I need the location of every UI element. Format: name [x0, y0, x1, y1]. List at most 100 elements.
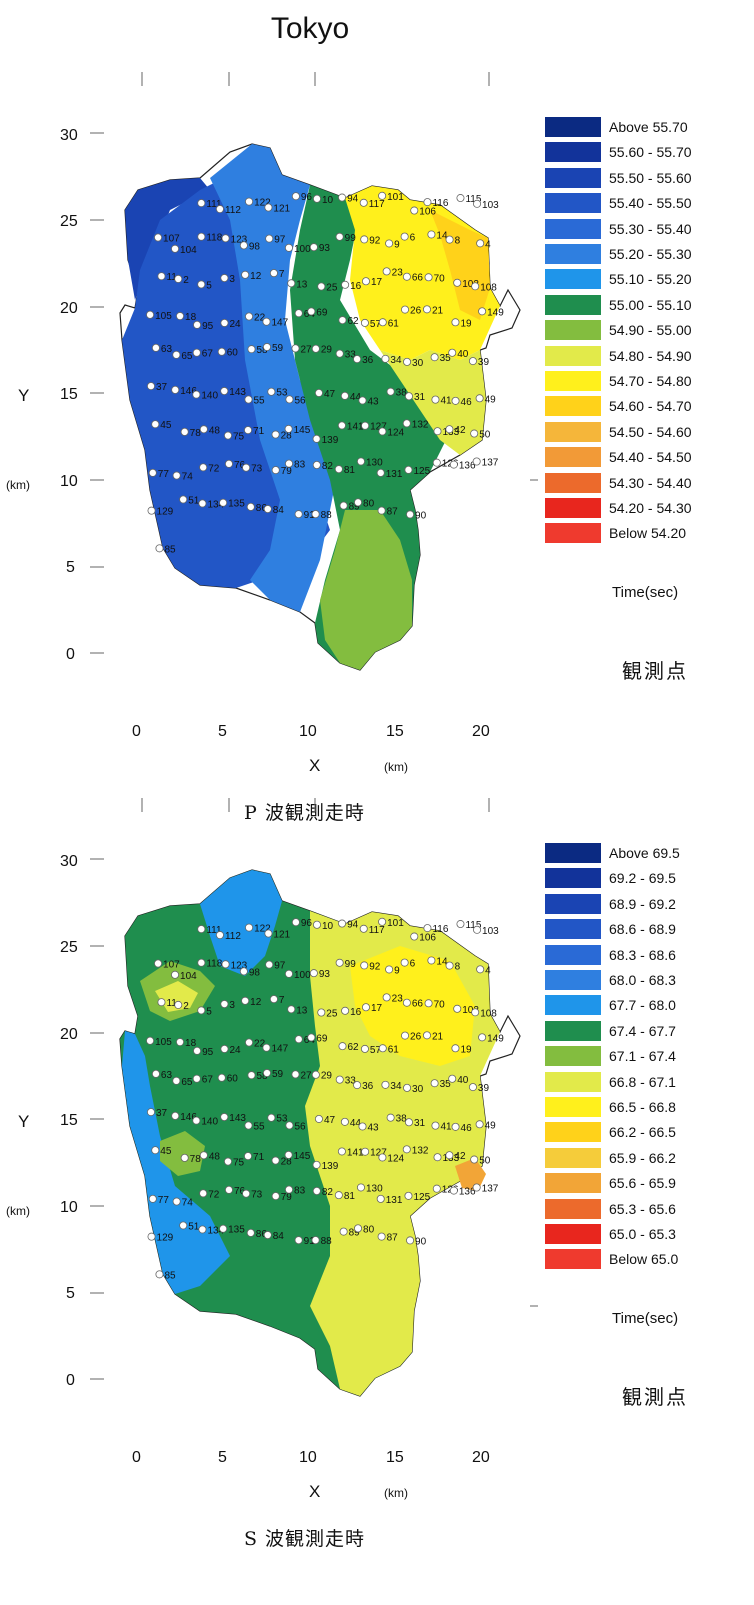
station-number: 34 — [390, 355, 402, 366]
station-number: 44 — [350, 392, 362, 403]
station-marker — [340, 391, 349, 400]
station-number: 38 — [396, 1114, 408, 1125]
station-number: 40 — [457, 1075, 469, 1086]
station-marker — [360, 961, 369, 970]
station-marker — [239, 967, 248, 976]
station-number: 55 — [253, 395, 265, 406]
station-number: 83 — [294, 1186, 306, 1197]
station-marker — [147, 1232, 156, 1241]
station-marker — [269, 269, 278, 278]
station-marker — [478, 307, 487, 316]
station-marker — [360, 318, 369, 327]
station-marker — [376, 468, 385, 477]
station-marker — [199, 425, 208, 434]
station-number: 40 — [457, 349, 469, 360]
contour-zone-light-green — [320, 510, 412, 670]
station-number: 30 — [412, 1084, 424, 1095]
station-marker — [471, 1008, 480, 1017]
station-marker — [361, 1003, 370, 1012]
station-number: 143 — [229, 1113, 246, 1124]
station-marker — [401, 1031, 410, 1040]
y-axis-unit: (km) — [6, 1204, 30, 1218]
legend-entry: 68.0 - 68.3 — [545, 970, 745, 991]
legend-label: 69.2 - 69.5 — [609, 870, 676, 887]
station-marker — [245, 197, 254, 206]
station-marker — [378, 427, 387, 436]
station-number: 50 — [479, 1156, 491, 1167]
station-marker — [472, 1183, 481, 1192]
x-tick: 0 — [132, 723, 141, 740]
station-number: 80 — [363, 1224, 375, 1235]
station-marker — [154, 959, 163, 968]
station-marker — [445, 1151, 454, 1160]
station-marker — [468, 357, 477, 366]
station-marker — [242, 463, 251, 472]
station-marker — [197, 232, 206, 241]
x-tick: 15 — [386, 1449, 404, 1466]
legend-swatch — [545, 843, 601, 863]
station-number: 53 — [276, 1114, 288, 1125]
station-marker — [312, 194, 321, 203]
station-number: 70 — [434, 999, 446, 1010]
station-marker — [359, 924, 368, 933]
station-number: 47 — [324, 1115, 336, 1126]
station-marker — [338, 919, 347, 928]
station-marker — [311, 510, 320, 519]
station-number: 29 — [321, 345, 333, 356]
legend-swatch — [545, 1097, 601, 1117]
legend-swatch — [545, 523, 601, 544]
station-marker — [385, 239, 394, 248]
station-marker — [221, 234, 230, 243]
station-marker — [478, 1033, 487, 1042]
legend-entry: 65.3 - 65.6 — [545, 1198, 745, 1220]
station-marker — [334, 465, 343, 474]
station-number: 149 — [487, 1033, 504, 1044]
station-number: 48 — [209, 1151, 221, 1162]
station-number: 137 — [482, 458, 499, 469]
station-number: 85 — [164, 1270, 176, 1281]
time-label: Time(sec) — [612, 584, 679, 601]
station-number: 66 — [412, 999, 424, 1010]
station-number: 135 — [228, 499, 245, 510]
legend-entry: 66.8 - 67.1 — [545, 1071, 745, 1093]
y-tick: 25 — [60, 213, 78, 230]
legend-swatch — [545, 1173, 601, 1194]
station-marker — [262, 317, 271, 326]
station-marker — [456, 194, 465, 203]
legend-entry: 54.90 - 55.00 — [545, 320, 745, 341]
legend-entry: 54.60 - 54.70 — [545, 396, 745, 417]
station-number: 77 — [158, 1195, 170, 1206]
legend-entry: 55.50 - 55.60 — [545, 167, 745, 189]
station-marker — [476, 965, 485, 974]
station-marker — [220, 1000, 229, 1009]
station-marker — [335, 232, 344, 241]
station-marker — [271, 430, 280, 439]
station-marker — [311, 1070, 320, 1079]
station-number: 105 — [155, 311, 172, 322]
station-marker — [309, 243, 318, 252]
legend-entry: 66.5 - 66.8 — [545, 1097, 745, 1118]
legend-entry: Above 69.5 — [545, 843, 745, 864]
station-marker — [179, 1221, 188, 1230]
station-number: 103 — [482, 200, 499, 211]
station-number: 65 — [181, 1077, 193, 1088]
contour-zone-yellow-bright — [350, 946, 475, 1066]
legend-swatch — [545, 1198, 601, 1219]
station-number: 130 — [366, 1183, 383, 1194]
station-number: 127 — [370, 422, 387, 433]
station-number: 66 — [412, 273, 424, 284]
station-number: 51 — [188, 495, 200, 506]
station-number: 82 — [322, 461, 334, 472]
station-number: 5 — [206, 1006, 212, 1017]
station-marker — [263, 505, 272, 514]
station-number: 7 — [279, 995, 285, 1006]
station-number: 3 — [229, 1000, 235, 1011]
station-number: 28 — [281, 1157, 293, 1168]
station-number: 25 — [326, 1008, 338, 1019]
station-number: 30 — [412, 358, 424, 369]
station-marker — [335, 1075, 344, 1084]
legend-entry: 65.0 - 65.3 — [545, 1224, 745, 1245]
station-marker — [264, 929, 273, 938]
contour-zone-blue-top — [200, 870, 282, 976]
